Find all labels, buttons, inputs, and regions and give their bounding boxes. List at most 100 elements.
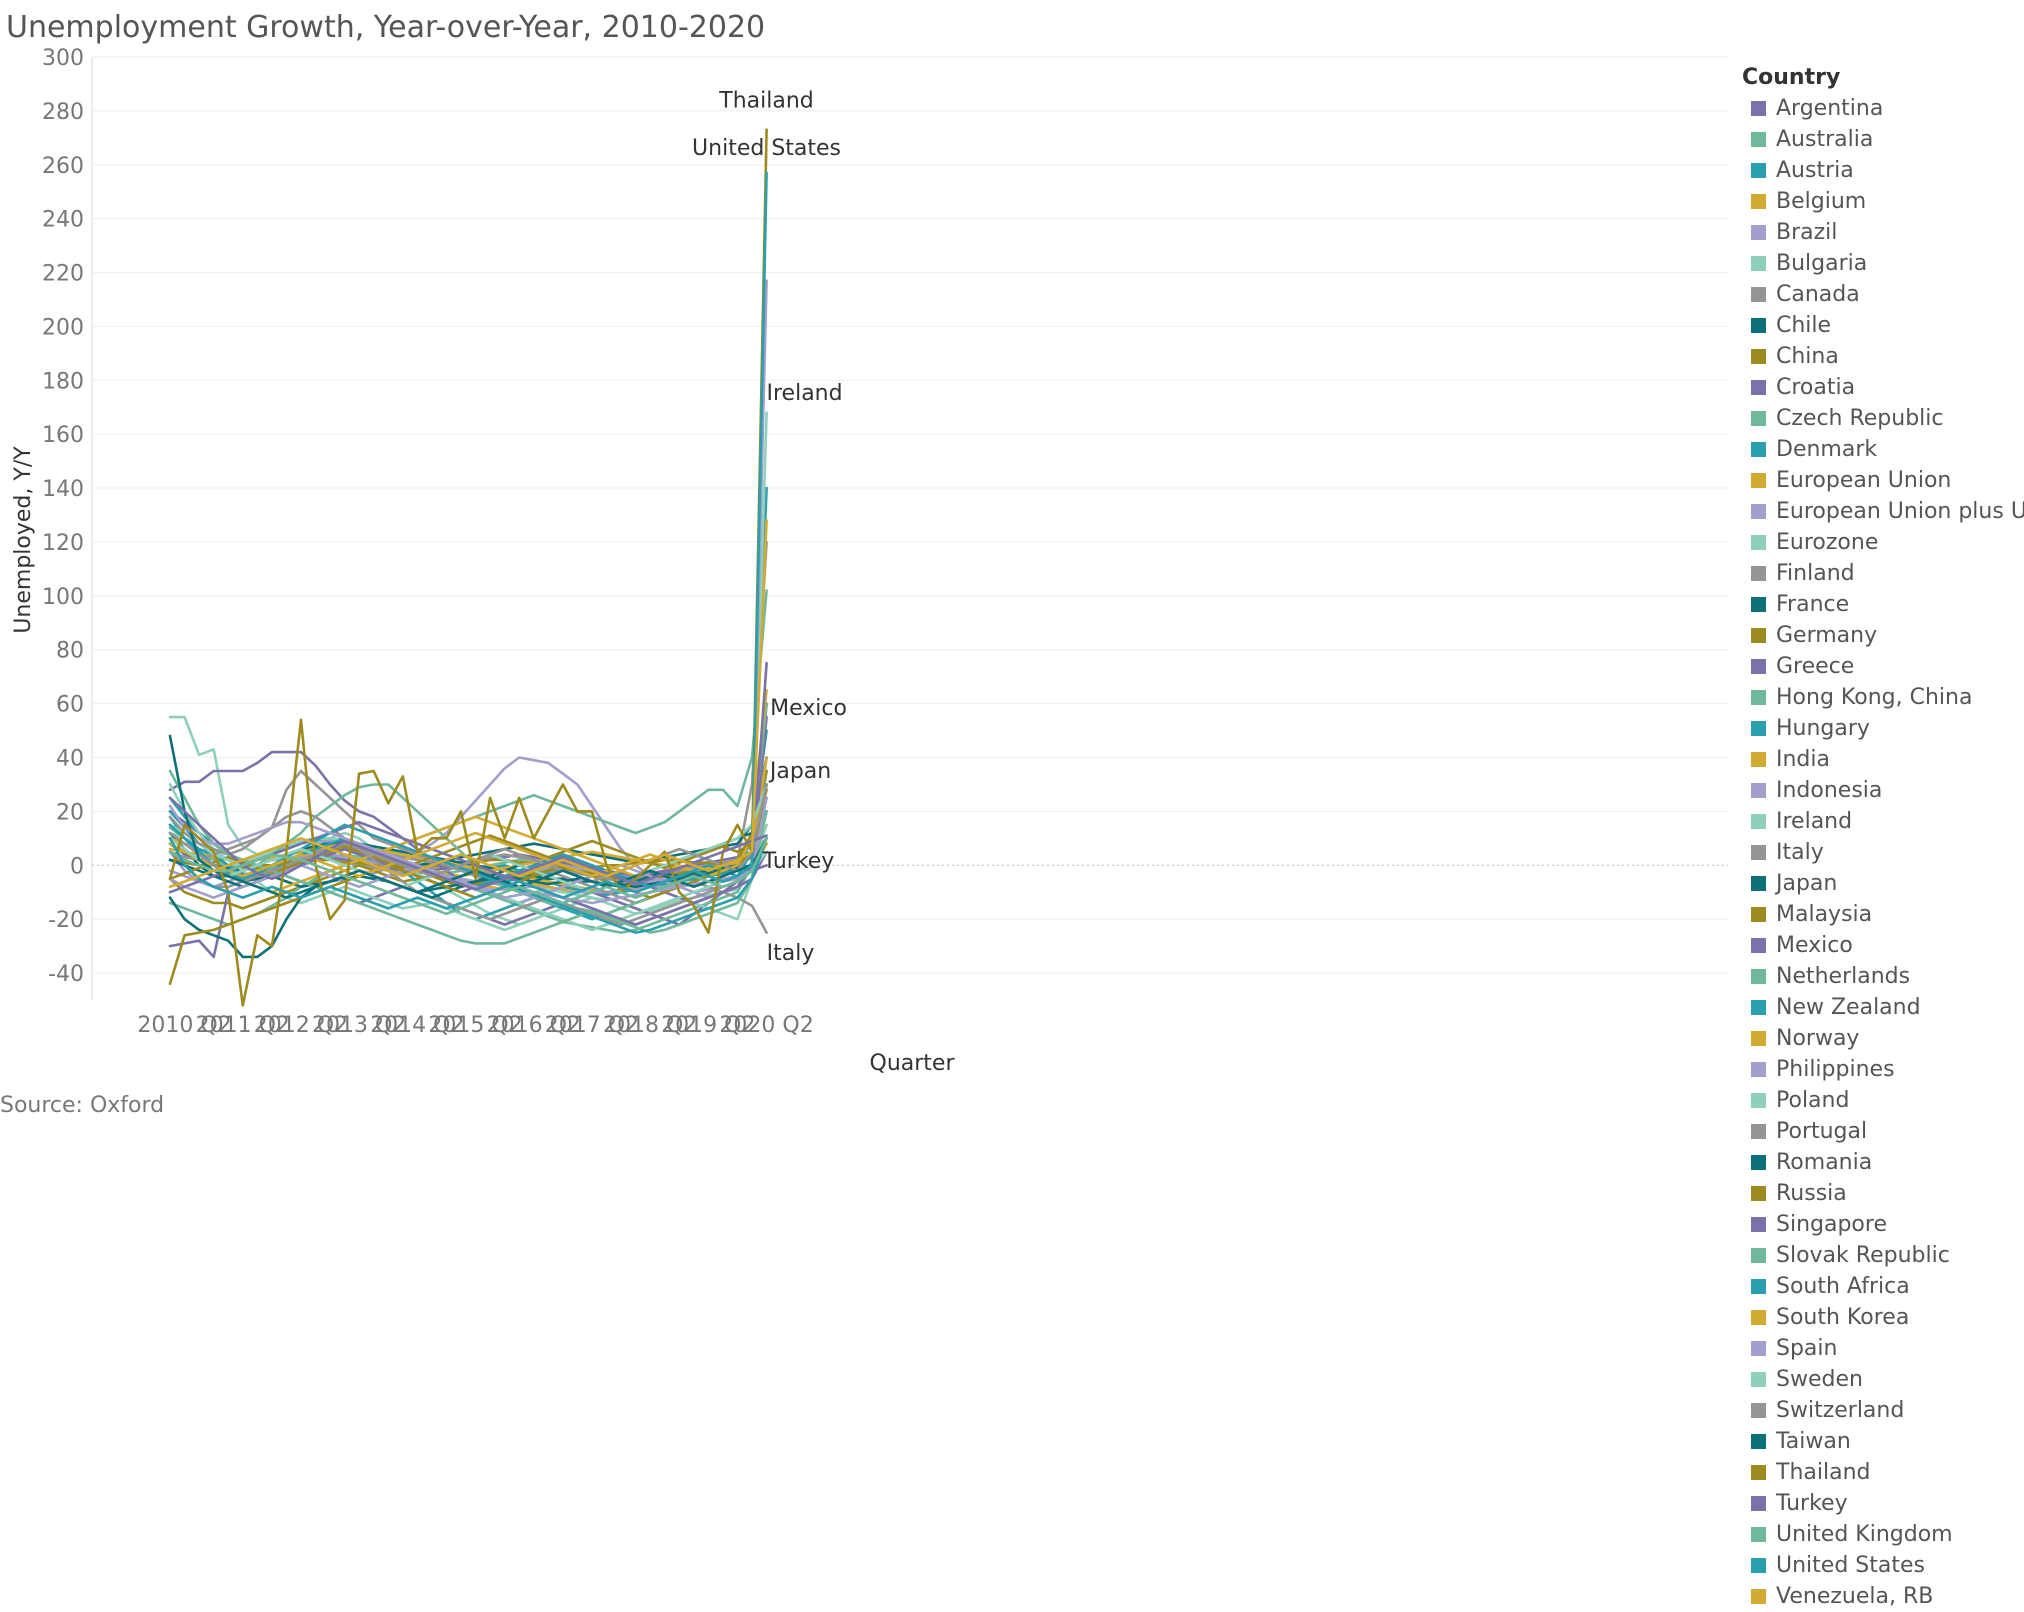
legend-item-greece[interactable]: Greece xyxy=(1742,651,2022,682)
legend-item-finland[interactable]: Finland xyxy=(1742,558,2022,589)
legend-item-slovak-republic[interactable]: Slovak Republic xyxy=(1742,1240,2022,1271)
legend-swatch xyxy=(1751,1155,1766,1170)
legend-swatch xyxy=(1751,969,1766,984)
series-line-slovak-republic[interactable] xyxy=(168,769,768,945)
y-tick-label: 200 xyxy=(42,315,84,340)
legend-item-thailand[interactable]: Thailand xyxy=(1742,1457,2022,1488)
legend-item-argentina[interactable]: Argentina xyxy=(1742,93,2022,124)
legend-swatch xyxy=(1751,1589,1766,1604)
legend-item-venezuela-rb[interactable]: Venezuela, RB xyxy=(1742,1581,2022,1612)
legend-item-norway[interactable]: Norway xyxy=(1742,1023,2022,1054)
y-axis-ticks: -40 -20 0 20 40 60 80 100 120 140 160 180 200 220 240 2… xyxy=(42,46,84,987)
series-line-russia[interactable] xyxy=(168,796,768,986)
series-line-austria[interactable] xyxy=(168,486,768,897)
legend-item-european-union[interactable]: European Union xyxy=(1742,465,2022,496)
legend-item-japan[interactable]: Japan xyxy=(1742,868,2022,899)
series-line-turkey[interactable] xyxy=(168,796,768,891)
legend-item-malaysia[interactable]: Malaysia xyxy=(1742,899,2022,930)
legend-item-eurozone[interactable]: Eurozone xyxy=(1742,527,2022,558)
series-line-spain[interactable] xyxy=(168,796,768,905)
legend-item-australia[interactable]: Australia xyxy=(1742,124,2022,155)
legend-label: Singapore xyxy=(1776,1212,1887,1237)
legend-label: Switzerland xyxy=(1776,1398,1905,1423)
series-line-united-kingdom[interactable] xyxy=(168,836,768,916)
legend-title: Country xyxy=(1742,65,1841,90)
legend-item-spain[interactable]: Spain xyxy=(1742,1333,2022,1364)
legend-item-france[interactable]: France xyxy=(1742,589,2022,620)
legend-label: Turkey xyxy=(1776,1491,1848,1516)
legend-item-new-zealand[interactable]: New Zealand xyxy=(1742,992,2022,1023)
legend-label: New Zealand xyxy=(1776,995,1921,1020)
legend-label: Japan xyxy=(1776,871,1838,896)
legend-item-belgium[interactable]: Belgium xyxy=(1742,186,2022,217)
series-lines xyxy=(168,128,768,1007)
legend-item-hong-kong-china[interactable]: Hong Kong, China xyxy=(1742,682,2022,713)
legend-swatch xyxy=(1751,1248,1766,1263)
legend-item-poland[interactable]: Poland xyxy=(1742,1085,2022,1116)
series-line-taiwan[interactable] xyxy=(168,734,768,899)
legend-label: Belgium xyxy=(1776,189,1867,214)
legend-item-sweden[interactable]: Sweden xyxy=(1742,1364,2022,1395)
legend-item-italy[interactable]: Italy xyxy=(1742,837,2022,868)
end-label-mexico: Mexico xyxy=(770,696,847,721)
legend-item-singapore[interactable]: Singapore xyxy=(1742,1209,2022,1240)
legend-item-chile[interactable]: Chile xyxy=(1742,310,2022,341)
legend-item-germany[interactable]: Germany xyxy=(1742,620,2022,651)
legend-swatch xyxy=(1751,1372,1766,1387)
y-tick-label: 60 xyxy=(56,693,84,718)
legend-label: Malaysia xyxy=(1776,902,1873,927)
legend-swatch xyxy=(1751,1000,1766,1015)
end-label-thailand: Thailand xyxy=(718,89,813,114)
legend-swatch xyxy=(1751,876,1766,891)
legend-item-netherlands[interactable]: Netherlands xyxy=(1742,961,2022,992)
legend-label: Croatia xyxy=(1776,375,1856,400)
gridlines xyxy=(91,56,1728,1000)
legend-item-ireland[interactable]: Ireland xyxy=(1742,806,2022,837)
legend-label: Finland xyxy=(1776,561,1855,586)
x-tick-label: 2016 Q2 xyxy=(487,1013,581,1038)
legend-item-india[interactable]: India xyxy=(1742,744,2022,775)
legend-item-switzerland[interactable]: Switzerland xyxy=(1742,1395,2022,1426)
legend-label: France xyxy=(1776,592,1850,617)
legend-item-hungary[interactable]: Hungary xyxy=(1742,713,2022,744)
series-line-switzerland[interactable] xyxy=(168,783,768,883)
legend-item-bulgaria[interactable]: Bulgaria xyxy=(1742,248,2022,279)
end-label-ireland: Ireland xyxy=(767,381,843,406)
chart-title: Unemployment Growth, Year-over-Year, 201… xyxy=(6,10,766,45)
legend-item-united-states[interactable]: United States xyxy=(1742,1550,2022,1581)
legend-label: Mexico xyxy=(1776,933,1853,958)
legend-item-indonesia[interactable]: Indonesia xyxy=(1742,775,2022,806)
legend-item-european-union-plus-uk[interactable]: European Union plus UK xyxy=(1742,496,2024,527)
legend-item-turkey[interactable]: Turkey xyxy=(1742,1488,2022,1519)
legend-item-taiwan[interactable]: Taiwan xyxy=(1742,1426,2022,1457)
y-tick-label: 220 xyxy=(42,262,84,287)
legend-item-south-africa[interactable]: South Africa xyxy=(1742,1271,2022,1302)
series-line-venezuela-rb[interactable] xyxy=(168,519,768,889)
legend-item-philippines[interactable]: Philippines xyxy=(1742,1054,2022,1085)
legend-item-brazil[interactable]: Brazil xyxy=(1742,217,2022,248)
legend-item-china[interactable]: China xyxy=(1742,341,2022,372)
legend-swatch xyxy=(1751,1217,1766,1232)
legend-item-austria[interactable]: Austria xyxy=(1742,155,2022,186)
legend-label: Netherlands xyxy=(1776,964,1911,989)
series-line-thailand[interactable] xyxy=(168,128,768,1007)
end-label-united-states: United States xyxy=(692,136,841,161)
legend-item-czech-republic[interactable]: Czech Republic xyxy=(1742,403,2022,434)
legend-label: Hong Kong, China xyxy=(1776,685,1973,710)
legend-item-united-kingdom[interactable]: United Kingdom xyxy=(1742,1519,2022,1550)
legend-item-denmark[interactable]: Denmark xyxy=(1742,434,2022,465)
legend-item-romania[interactable]: Romania xyxy=(1742,1147,2022,1178)
series-line-united-states[interactable] xyxy=(168,171,768,910)
legend-label: Norway xyxy=(1776,1026,1860,1051)
y-tick-label: 120 xyxy=(42,531,84,556)
legend-item-croatia[interactable]: Croatia xyxy=(1742,372,2022,403)
legend-label: Argentina xyxy=(1776,96,1884,121)
legend-label: Canada xyxy=(1776,282,1860,307)
legend-item-portugal[interactable]: Portugal xyxy=(1742,1116,2022,1147)
legend-label: Thailand xyxy=(1776,1460,1871,1485)
legend-item-mexico[interactable]: Mexico xyxy=(1742,930,2022,961)
y-tick-label: 240 xyxy=(42,208,84,233)
legend-item-canada[interactable]: Canada xyxy=(1742,279,2022,310)
legend-item-russia[interactable]: Russia xyxy=(1742,1178,2022,1209)
legend-item-south-korea[interactable]: South Korea xyxy=(1742,1302,2022,1333)
